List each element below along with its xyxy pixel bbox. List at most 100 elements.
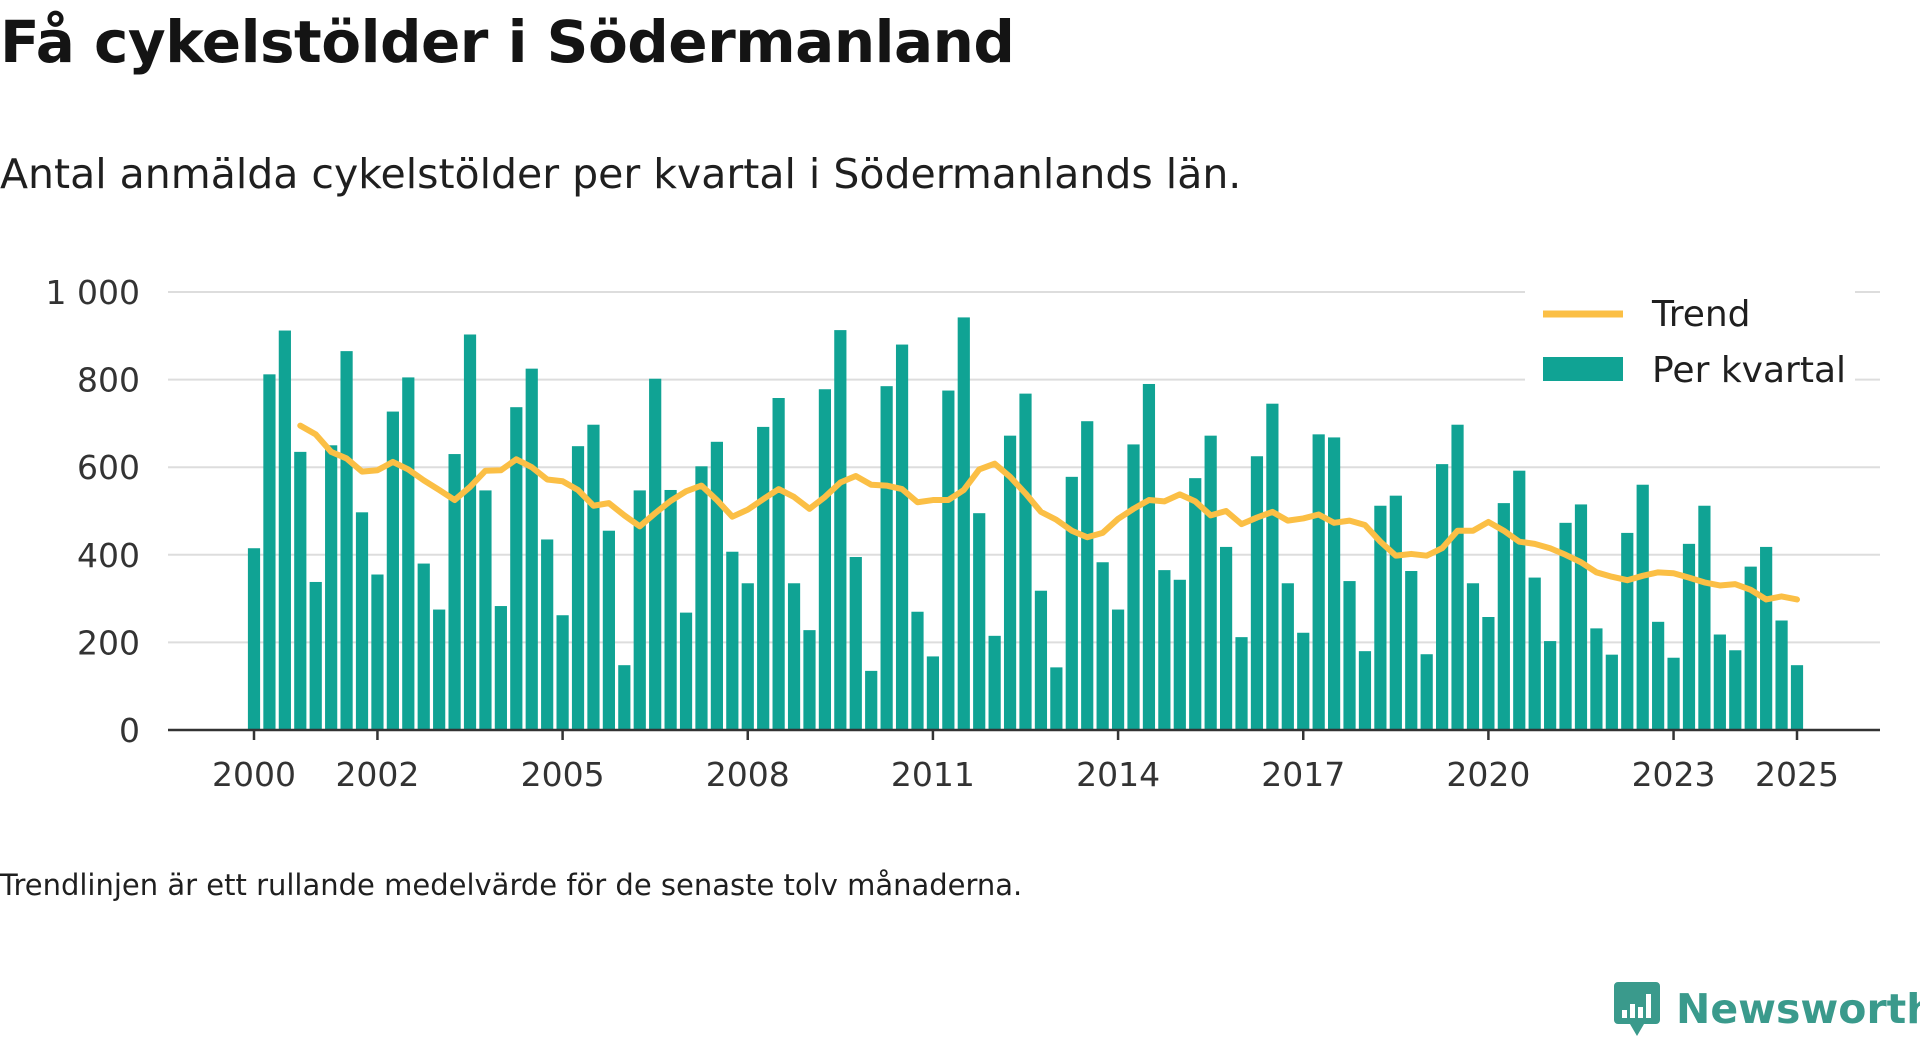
bar bbox=[772, 398, 785, 730]
legend: Trend Per kvartal bbox=[1525, 285, 1855, 405]
bar bbox=[633, 490, 646, 730]
bar bbox=[1065, 476, 1078, 730]
legend-trend-label: Trend bbox=[1651, 294, 1751, 335]
bar bbox=[1358, 651, 1372, 730]
bar bbox=[494, 606, 507, 730]
bar bbox=[1096, 562, 1109, 730]
bar bbox=[448, 454, 461, 730]
bar bbox=[1713, 634, 1726, 730]
bar bbox=[649, 378, 662, 730]
chart-subtitle: Antal anmälda cykelstölder per kvartal i… bbox=[0, 150, 1242, 198]
bar bbox=[710, 441, 723, 730]
bar bbox=[1574, 504, 1588, 730]
bar bbox=[417, 563, 430, 730]
bar bbox=[386, 411, 399, 730]
bar bbox=[556, 615, 569, 730]
bar bbox=[325, 445, 338, 730]
bar bbox=[726, 551, 739, 730]
bar bbox=[1636, 484, 1649, 730]
bar bbox=[818, 389, 832, 730]
legend-background bbox=[1525, 285, 1855, 405]
trend-series bbox=[297, 422, 1800, 603]
bar-series-per-kvartal bbox=[247, 317, 1804, 730]
bar bbox=[1189, 478, 1202, 730]
bar bbox=[1204, 435, 1217, 730]
bar bbox=[1266, 403, 1279, 730]
bar bbox=[695, 466, 708, 730]
bar bbox=[1497, 503, 1510, 730]
bar bbox=[1405, 571, 1418, 730]
bar bbox=[1389, 495, 1402, 730]
bar bbox=[865, 670, 878, 730]
bar bbox=[1019, 393, 1032, 730]
bar bbox=[1374, 505, 1387, 730]
bar bbox=[1081, 421, 1094, 730]
bar bbox=[294, 451, 307, 730]
brand-name: Newsworthy bbox=[1676, 985, 1920, 1033]
bar bbox=[1343, 581, 1356, 730]
bar bbox=[1436, 464, 1449, 730]
bar bbox=[757, 426, 770, 730]
bar bbox=[1142, 383, 1156, 730]
bar bbox=[1698, 505, 1711, 730]
bar bbox=[402, 377, 415, 730]
legend-bar-label: Per kvartal bbox=[1652, 350, 1846, 391]
bar bbox=[1482, 617, 1495, 730]
bar bbox=[1513, 470, 1526, 730]
y-tick-label: 800 bbox=[77, 361, 140, 400]
bar bbox=[433, 609, 446, 730]
bar bbox=[880, 386, 893, 730]
bar bbox=[278, 330, 291, 730]
x-tick-label: 2005 bbox=[521, 755, 605, 794]
bar bbox=[1003, 435, 1017, 730]
bar bbox=[602, 530, 615, 730]
bar bbox=[911, 611, 924, 730]
y-tick-label: 600 bbox=[77, 448, 140, 487]
bar bbox=[1328, 437, 1341, 730]
x-tick-label: 2014 bbox=[1076, 755, 1160, 794]
bar bbox=[371, 574, 384, 730]
bar bbox=[340, 351, 353, 730]
bar bbox=[973, 513, 986, 730]
bar bbox=[1682, 543, 1696, 730]
bar bbox=[1466, 583, 1480, 730]
bar bbox=[1451, 424, 1464, 730]
bar bbox=[1420, 654, 1433, 730]
footnote: Trendlinjen är ett rullande medelvärde f… bbox=[0, 868, 1023, 902]
bar bbox=[1667, 657, 1680, 730]
bar bbox=[525, 368, 538, 730]
bar bbox=[463, 334, 477, 730]
bar bbox=[1729, 650, 1742, 730]
bar bbox=[1744, 566, 1757, 730]
bar bbox=[1158, 570, 1171, 730]
bar bbox=[1528, 577, 1541, 730]
newsworthy-logo-icon bbox=[1614, 982, 1660, 1036]
brand-logo: Newsworthy bbox=[1612, 980, 1920, 1038]
bar bbox=[787, 583, 801, 730]
x-tick-label: 2017 bbox=[1261, 755, 1345, 794]
bar bbox=[741, 583, 754, 730]
bar bbox=[1173, 579, 1186, 730]
bar bbox=[247, 548, 261, 730]
x-tick-label: 2008 bbox=[706, 755, 790, 794]
bar bbox=[587, 424, 600, 730]
bar bbox=[618, 665, 631, 730]
bar bbox=[1034, 590, 1048, 730]
bar bbox=[849, 556, 862, 730]
bar bbox=[1281, 583, 1294, 730]
bar bbox=[309, 581, 322, 730]
bar bbox=[1297, 632, 1310, 730]
bar bbox=[895, 344, 909, 730]
bar bbox=[1652, 621, 1665, 730]
bar bbox=[942, 390, 955, 730]
bar bbox=[1235, 637, 1248, 730]
y-tick-label: 0 bbox=[119, 711, 140, 750]
y-tick-label: 1 000 bbox=[46, 273, 140, 312]
x-tick-label: 2023 bbox=[1632, 755, 1716, 794]
x-tick-label: 2002 bbox=[335, 755, 419, 794]
bar bbox=[834, 330, 847, 730]
bar bbox=[1111, 609, 1125, 730]
bar bbox=[1127, 444, 1140, 730]
y-tick-label: 400 bbox=[77, 536, 140, 575]
y-tick-label: 200 bbox=[77, 623, 140, 662]
